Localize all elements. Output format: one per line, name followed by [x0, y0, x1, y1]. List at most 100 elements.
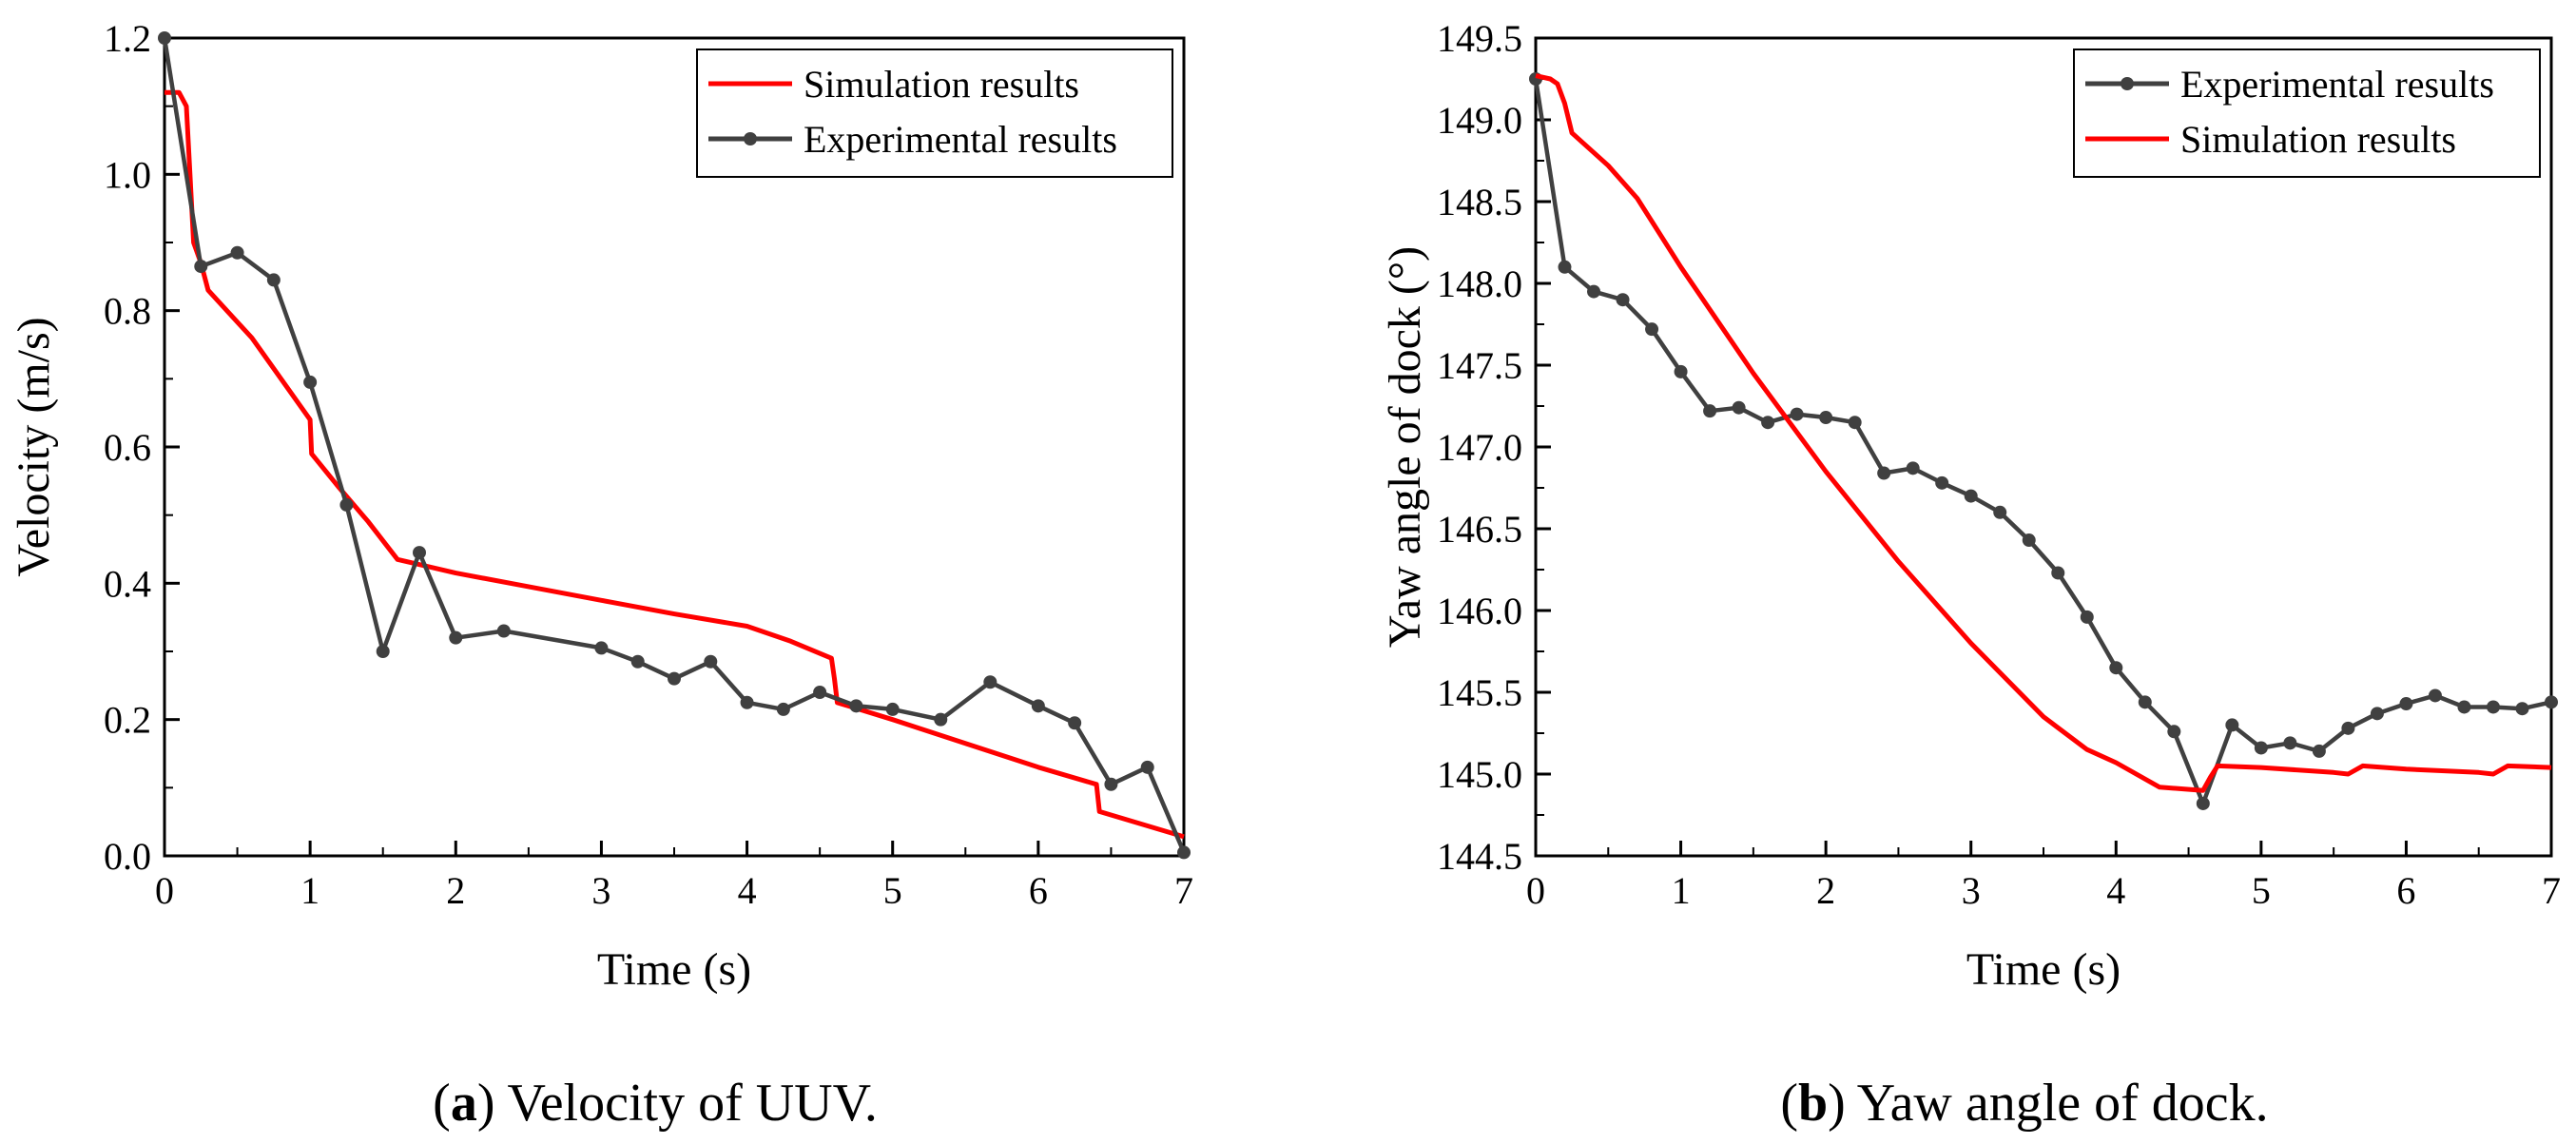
series-line-experimental	[162, 37, 1187, 854]
y-axis-label: Velocity (m/s)	[9, 317, 59, 576]
y-tick-label: 149.5	[1437, 17, 1522, 60]
y-tick-label: 145.0	[1437, 753, 1522, 796]
data-point	[1877, 466, 1891, 480]
caption-paren: )	[477, 1074, 508, 1133]
caption-text: Velocity of UUV.	[507, 1074, 877, 1133]
caption-text: Yaw angle of dock.	[1857, 1074, 2269, 1133]
legend-box	[2073, 48, 2541, 178]
series-line-experimental	[1533, 78, 2552, 806]
data-point	[934, 712, 948, 727]
data-point	[1703, 404, 1717, 418]
data-point	[740, 695, 754, 709]
y-tick-label: 149.0	[1437, 99, 1522, 142]
x-tick-label: 7	[2542, 869, 2561, 912]
y-tick-label: 146.0	[1437, 590, 1522, 632]
y-tick-label: 144.5	[1437, 835, 1522, 878]
legend-marker	[744, 132, 757, 145]
data-point	[849, 699, 863, 713]
y-tick-label: 147.0	[1437, 426, 1522, 469]
panel-yaw-chart: 0 1 2 3 4 5 6 7 144.5 145.0 145.5 146.0 146.5 147.0 14…	[1380, 17, 2561, 1133]
data-point	[1993, 505, 2007, 519]
legend-label: Simulation results	[2180, 118, 2456, 161]
data-point	[1104, 777, 1118, 791]
series-line-simulation	[1535, 73, 2552, 793]
y-tick-label: 0.8	[104, 290, 151, 333]
data-point	[266, 273, 281, 287]
x-axis-label: Time (s)	[597, 944, 751, 995]
caption-paren: (	[433, 1074, 451, 1133]
data-point	[2515, 702, 2529, 716]
x-tick-label: 4	[738, 869, 757, 912]
legend-label: Experimental results	[2180, 63, 2494, 106]
x-tick-label: 6	[2396, 869, 2415, 912]
legend-label: Experimental results	[804, 118, 1117, 161]
y-tick-label: 1.2	[104, 17, 151, 60]
data-point	[194, 260, 208, 274]
data-point	[339, 497, 354, 512]
data-point	[1645, 322, 1659, 337]
data-point	[376, 645, 390, 658]
data-point	[2312, 744, 2326, 758]
data-point	[2399, 697, 2413, 711]
data-point	[1848, 416, 1862, 430]
data-point	[230, 245, 244, 260]
y-tick-label: 145.5	[1437, 671, 1522, 714]
data-point	[1761, 416, 1775, 430]
x-tick-label: 4	[2106, 869, 2125, 912]
x-tick-label: 3	[591, 869, 610, 912]
x-tick-label: 2	[1816, 869, 1835, 912]
figure-caption: (a) Velocity of UUV.	[433, 1074, 878, 1133]
x-tick-label: 3	[1962, 869, 1981, 912]
data-point	[2254, 741, 2268, 755]
data-point	[2370, 707, 2384, 721]
x-axis-label: Time (s)	[1966, 944, 2121, 995]
y-tick-label: 0.4	[104, 562, 151, 605]
data-point	[704, 654, 718, 669]
y-tick-label: 148.5	[1437, 181, 1522, 223]
data-point	[630, 654, 645, 669]
y-tick-label: 147.5	[1437, 344, 1522, 387]
data-point	[2225, 718, 2239, 732]
x-tick-label: 5	[883, 869, 902, 912]
x-tick-label: 0	[155, 869, 174, 912]
data-point	[1935, 475, 1949, 490]
data-point	[2080, 610, 2094, 624]
data-point	[1732, 400, 1746, 415]
data-point	[1558, 260, 1572, 274]
x-tick-label: 0	[1526, 869, 1545, 912]
panel-velocity-chart: 0 1 2 3 4 5 6 7 0.0 0.2 0.4 0.6 0.8 1.0 1.2 Time (s) Vel…	[9, 17, 1193, 1133]
figure-caption: (b) Yaw angle of dock.	[1780, 1074, 2268, 1133]
data-point	[2051, 566, 2065, 580]
data-point	[983, 675, 997, 689]
y-tick-label: 146.5	[1437, 508, 1522, 551]
x-tick-label: 6	[1029, 869, 1048, 912]
legend-box	[696, 48, 1173, 178]
data-point	[2109, 661, 2123, 675]
data-point	[1906, 461, 1920, 475]
data-point	[1068, 716, 1082, 730]
data-point	[2428, 688, 2442, 703]
data-point	[2022, 533, 2036, 548]
data-point	[303, 375, 318, 389]
data-point	[2341, 721, 2355, 735]
data-point	[2138, 695, 2152, 709]
data-point	[1177, 845, 1191, 860]
data-point	[1587, 284, 1601, 299]
data-point	[449, 630, 463, 645]
data-point	[1674, 364, 1688, 378]
data-point	[1616, 293, 1630, 307]
x-tick-label: 1	[300, 869, 320, 912]
y-tick-label: 0.2	[104, 699, 151, 742]
data-point	[2196, 796, 2210, 810]
data-point	[668, 671, 681, 686]
legend-label: Simulation results	[804, 63, 1079, 106]
y-tick-label: 0.6	[104, 426, 151, 469]
y-tick-label: 148.0	[1437, 262, 1522, 305]
caption-panel-label: a	[451, 1074, 477, 1133]
data-point	[1031, 699, 1045, 713]
x-tick-label: 7	[1174, 869, 1193, 912]
caption-panel-label: b	[1798, 1074, 1828, 1133]
data-point	[813, 686, 827, 699]
data-point	[776, 702, 790, 716]
